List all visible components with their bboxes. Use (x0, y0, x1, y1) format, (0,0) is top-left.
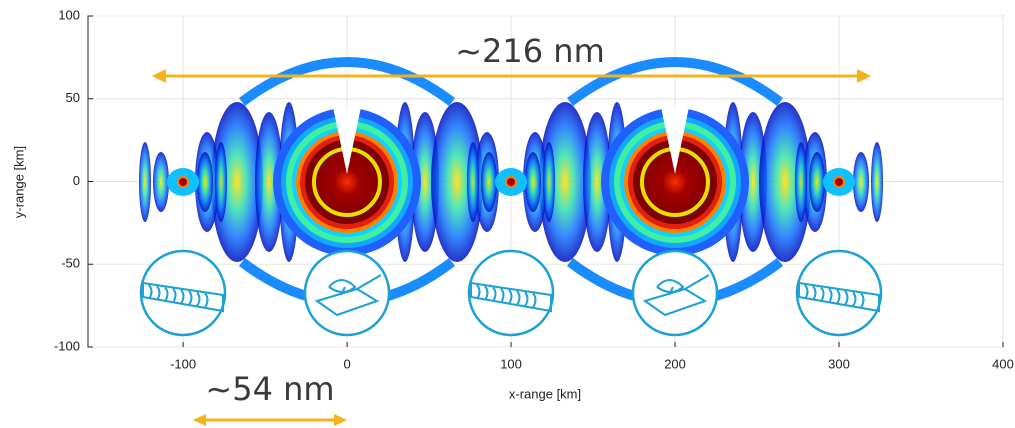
field-core (177, 176, 189, 188)
field-lobe (853, 152, 869, 212)
field-lobe (739, 112, 767, 252)
icon-cable-wrap (164, 286, 169, 302)
x-axis-label: x-range [km] (509, 386, 581, 401)
x-tick-label: 0 (343, 356, 350, 371)
icon-cable (798, 281, 880, 313)
icon-cable-wrap (508, 289, 513, 305)
x-tick-label: 200 (664, 356, 686, 371)
heatmap (88, 15, 1004, 348)
icon-device (642, 274, 710, 317)
y-tick-label: 50 (66, 90, 80, 105)
field-lobe (215, 142, 227, 222)
icon-cable-wrap (812, 285, 817, 301)
icon-cable-wrap (500, 287, 505, 304)
icon-cable-wrap (836, 289, 841, 305)
icon-cable-wrap (516, 290, 521, 306)
x-tick-label: 300 (828, 356, 850, 371)
field-lobe (809, 152, 825, 212)
icon-cable-wrap (820, 286, 825, 302)
icon-cable-wrap (476, 284, 481, 300)
field-core (633, 140, 717, 224)
icon-cable-wrap (172, 287, 177, 304)
icon-cable-wrap (204, 292, 209, 308)
icon-cable-wrap (532, 292, 537, 308)
y-tick-label: 100 (58, 7, 80, 22)
field-lobe (431, 102, 483, 262)
annotation: ~54 nm (205, 370, 334, 408)
field-lobe (411, 112, 439, 252)
field-lobe (525, 152, 541, 212)
icon-cable-wrap (156, 285, 161, 301)
icon-cable-wrap (852, 291, 857, 307)
x-tick-label: -100 (170, 356, 196, 371)
icon-cable-wrap (148, 284, 153, 300)
annotation: ~216 nm (455, 32, 605, 70)
field-lobe (255, 112, 283, 252)
icon-cable-wrap (492, 286, 497, 302)
field-notch (661, 107, 689, 174)
y-tick-label: -100 (54, 338, 80, 353)
icon-cable (142, 281, 224, 313)
icon-cable-wrap (844, 290, 849, 306)
field-lobe (795, 142, 807, 222)
x-tick-label: 100 (500, 356, 522, 371)
field-lobe (583, 112, 611, 252)
icon-cable-wrap (196, 291, 201, 307)
field-arc (238, 57, 456, 106)
x-tick-label: 400 (992, 356, 1014, 371)
field-lobe (539, 102, 591, 262)
icon-cable (470, 281, 552, 313)
y-tick-label: -50 (61, 256, 80, 271)
field-lobe (197, 152, 213, 212)
field-lobe (543, 142, 555, 222)
icon-cable-wrap (524, 291, 529, 307)
field-lobe (481, 152, 497, 212)
field-core (305, 140, 389, 224)
field-notch (333, 107, 361, 174)
y-tick-label: 0 (73, 173, 80, 188)
field-lobe (153, 152, 169, 212)
field-core (833, 176, 845, 188)
icon-cable-wrap (860, 292, 865, 308)
icon-device (314, 274, 382, 317)
icon-cable-wrap (484, 285, 489, 301)
field-lobe (467, 142, 479, 222)
icon-cable-wrap (828, 287, 833, 304)
field-core (505, 176, 517, 188)
y-axis-label: y-range [km] (11, 146, 26, 218)
field-arc (566, 57, 784, 106)
field-lobe (211, 102, 263, 262)
icon-cable-wrap (804, 284, 809, 300)
field-lobe (871, 142, 883, 222)
icons (139, 249, 883, 337)
icon-cable-wrap (180, 289, 185, 305)
field-lobe (759, 102, 811, 262)
icon-cable-wrap (188, 290, 193, 306)
field-lobe (139, 142, 151, 222)
